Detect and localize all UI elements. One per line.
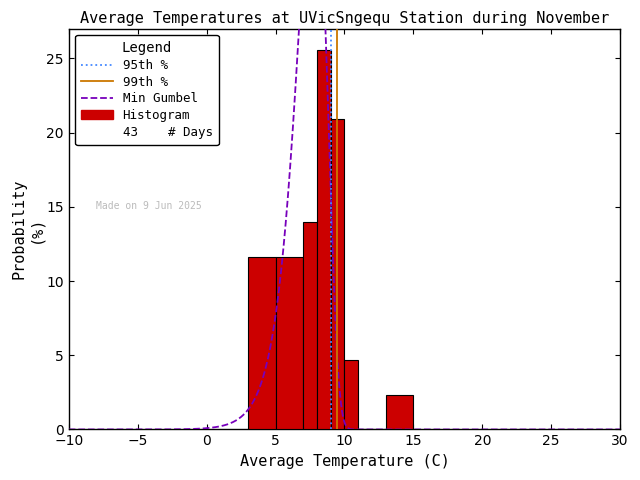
Legend: 95th %, 99th %, Min Gumbel, Histogram, 43    # Days: 95th %, 99th %, Min Gumbel, Histogram, 4…: [75, 35, 219, 145]
Bar: [248, 257, 276, 430]
X-axis label: Average Temperature (C): Average Temperature (C): [239, 454, 449, 469]
Bar: [303, 222, 317, 430]
Bar: [276, 257, 303, 430]
Text: Made on 9 Jun 2025: Made on 9 Jun 2025: [97, 201, 202, 211]
Bar: [344, 360, 358, 430]
Bar: [386, 395, 413, 430]
Title: Average Temperatures at UVicSngequ Station during November: Average Temperatures at UVicSngequ Stati…: [80, 11, 609, 26]
Bar: [331, 119, 344, 430]
Y-axis label: Probability
(%): Probability (%): [11, 179, 44, 279]
Bar: [317, 50, 331, 430]
